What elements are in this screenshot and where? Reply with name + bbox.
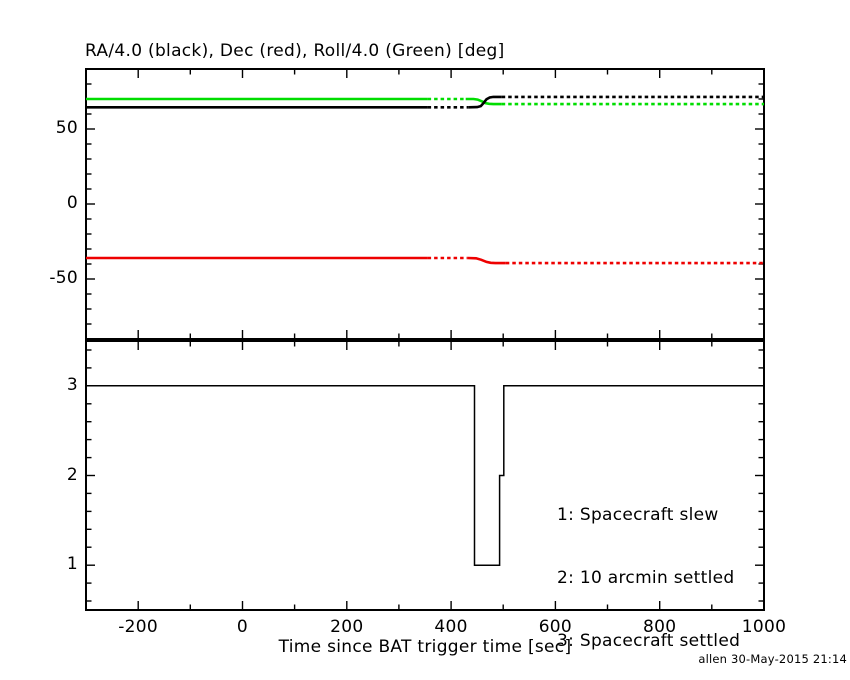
- state-legend: 1: Spacecraft slew 2: 10 arcmin settled …: [557, 463, 740, 680]
- y-tick-label: 0: [66, 193, 78, 214]
- x-tick-label: 0: [236, 617, 249, 637]
- y-tick-label: 2: [66, 464, 78, 485]
- panel-frame-attitude: [85, 68, 765, 340]
- x-tick-label: 800: [643, 617, 677, 637]
- y-tick-label: -50: [49, 268, 78, 289]
- y-tick-label: 1: [66, 554, 78, 575]
- legend-item-settled: 3: Spacecraft settled: [557, 631, 741, 651]
- series-dec-red-solid: [467, 256, 506, 265]
- credit-stamp: allen 30-May-2015 21:14: [698, 652, 847, 666]
- legend-item-10arcmin: 2: 10 arcmin settled: [557, 568, 735, 588]
- x-axis-title: Time since BAT trigger time [sec]: [278, 637, 572, 657]
- x-tick-label: 200: [330, 617, 364, 637]
- x-tick-label: 400: [434, 617, 468, 637]
- panel-frame-settled-state: [85, 340, 765, 611]
- series-settling-state-solid: [86, 385, 764, 566]
- series-ra-4-0-black-solid: [468, 95, 502, 109]
- x-tick-label: 1000: [741, 617, 787, 637]
- x-tick-label: 600: [538, 617, 573, 637]
- x-tick-label: -200: [118, 617, 159, 637]
- chart-title: RA/4.0 (black), Dec (red), Roll/4.0 (Gre…: [85, 41, 505, 61]
- legend-item-slew: 1: Spacecraft slew: [557, 505, 719, 525]
- y-tick-label: 3: [66, 375, 78, 396]
- y-tick-label: 50: [55, 118, 78, 139]
